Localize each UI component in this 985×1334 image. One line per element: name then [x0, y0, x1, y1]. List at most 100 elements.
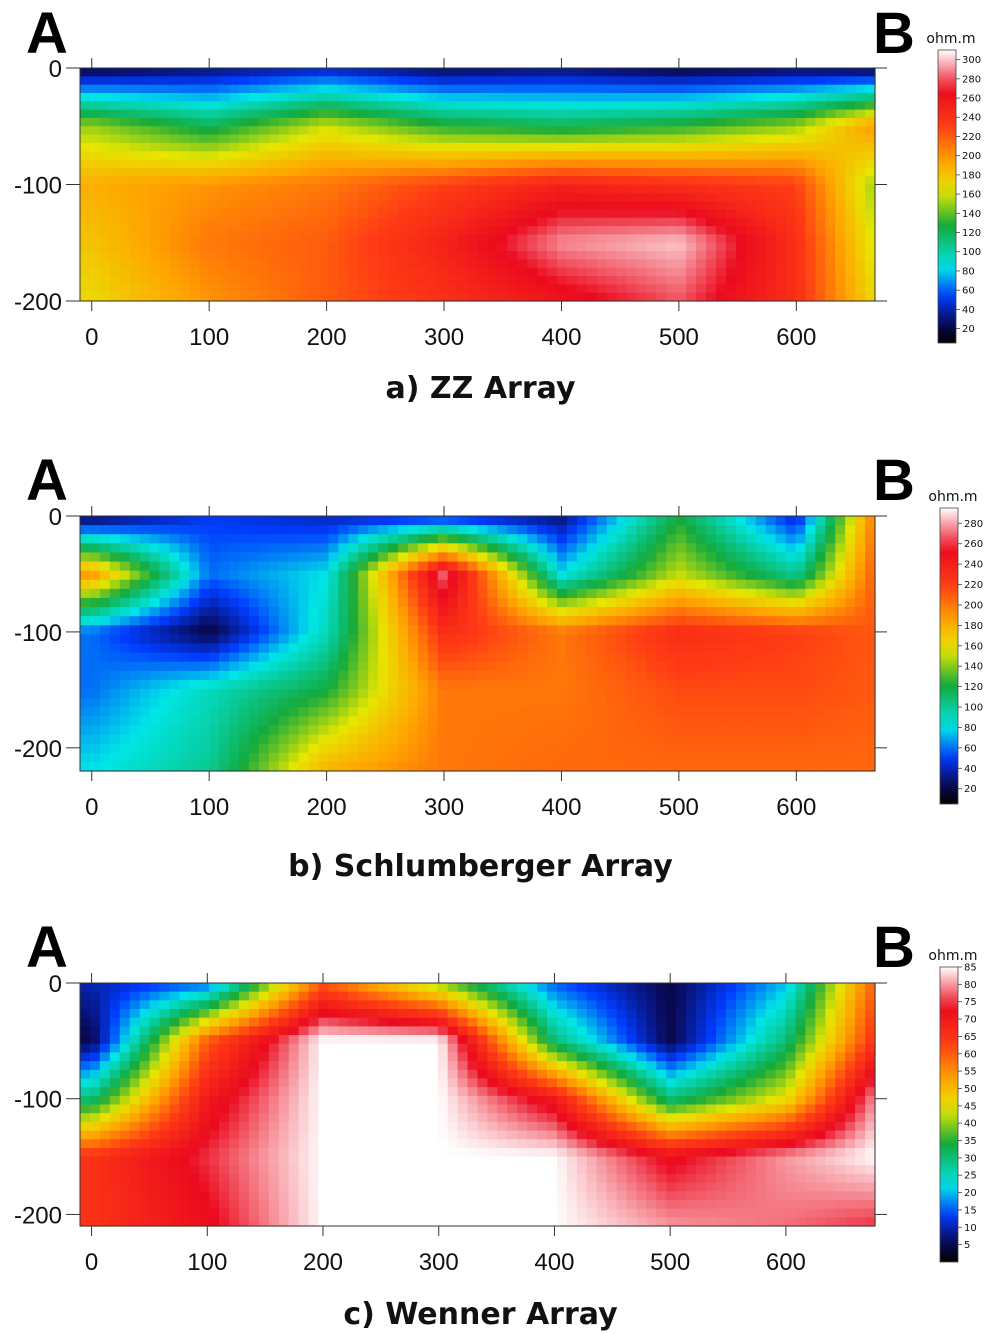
heatmap-cell — [179, 588, 190, 599]
heatmap-cell — [765, 209, 777, 219]
heatmap-cell — [735, 743, 747, 754]
heatmap-cell — [735, 126, 747, 136]
heatmap-cell — [477, 151, 489, 161]
heatmap-cell — [805, 707, 816, 717]
heatmap-cell — [288, 725, 300, 736]
heatmap-cell — [427, 743, 439, 754]
heatmap-cell — [278, 134, 290, 144]
heatmap-cell — [398, 226, 409, 236]
heatmap-cell — [89, 292, 101, 302]
heatmap-cell — [398, 689, 409, 699]
heatmap-cell — [119, 284, 131, 294]
heatmap-cell — [179, 101, 190, 111]
heatmap-cell — [805, 643, 816, 654]
heatmap-cell — [825, 292, 836, 302]
heatmap-cell — [129, 679, 141, 690]
heatmap-cell — [80, 142, 91, 152]
heatmap-cell — [348, 92, 359, 102]
heatmap-cell — [815, 242, 826, 252]
heatmap-cell — [298, 752, 310, 763]
heatmap-cell — [109, 543, 121, 554]
heatmap-cell — [219, 151, 230, 161]
heatmap-cell — [716, 525, 727, 535]
heatmap-cell — [209, 142, 220, 152]
heatmap-cell — [398, 134, 409, 144]
heatmap-cell — [527, 234, 538, 244]
heatmap-cell — [109, 184, 121, 194]
heatmap-cell — [199, 259, 210, 269]
heatmap-cell — [785, 552, 797, 563]
heatmap-cell — [447, 661, 459, 672]
heatmap-cell — [825, 679, 836, 690]
heatmap-cell — [189, 534, 200, 544]
heatmap-cell — [437, 561, 449, 572]
heatmap-cell — [239, 267, 250, 277]
heatmap-cell — [189, 1035, 200, 1045]
heatmap-cell — [835, 201, 846, 211]
heatmap-cell — [537, 201, 548, 211]
heatmap-cell — [119, 68, 131, 77]
heatmap-cell — [586, 176, 598, 186]
heatmap-cell — [318, 543, 330, 554]
heatmap-cell — [457, 625, 469, 635]
heatmap-cell — [229, 117, 240, 127]
heatmap-cell — [348, 561, 359, 572]
heatmap-cell — [805, 251, 816, 260]
plot-frame — [79, 515, 876, 772]
heatmap-cell — [596, 634, 608, 645]
colorbar-tick-label: 20 — [962, 324, 975, 335]
heatmap-cell — [636, 534, 648, 544]
heatmap-cell — [805, 259, 816, 269]
heatmap-cell — [99, 134, 111, 144]
heatmap-cell — [129, 597, 141, 608]
heatmap-cell — [586, 217, 598, 227]
heatmap-cell — [129, 616, 141, 626]
heatmap-cell — [109, 1061, 121, 1071]
heatmap-cell — [835, 84, 846, 94]
heatmap-cell — [755, 76, 767, 86]
heatmap-cell — [368, 588, 379, 599]
heatmap-cell — [566, 698, 578, 708]
heatmap-cell — [119, 1035, 131, 1045]
heatmap-cell — [278, 167, 290, 177]
heatmap-cell — [616, 159, 628, 169]
heatmap-cell — [268, 209, 280, 219]
heatmap-cell — [636, 570, 648, 581]
heatmap-cell — [835, 226, 846, 236]
heatmap-cell — [815, 616, 826, 626]
heatmap-cell — [716, 92, 727, 102]
heatmap-cell — [725, 698, 737, 708]
heatmap-cell — [666, 276, 677, 285]
heatmap-cell — [507, 752, 518, 763]
heatmap-cell — [248, 597, 260, 608]
heatmap-cell — [487, 561, 498, 572]
heatmap-cell — [467, 92, 479, 102]
heatmap-cell — [447, 670, 459, 681]
heatmap-cell — [199, 570, 210, 581]
heatmap-cell — [119, 991, 131, 1001]
heatmap-cell — [636, 652, 648, 663]
heatmap-cell — [129, 1191, 141, 1201]
heatmap-cell — [288, 561, 300, 572]
heatmap-cell — [338, 752, 349, 763]
heatmap-cell — [437, 109, 449, 119]
heatmap-cell — [258, 159, 270, 169]
heatmap-cell — [775, 689, 787, 699]
heatmap-cell — [785, 201, 797, 211]
heatmap-cell — [278, 259, 290, 269]
heatmap-cell — [288, 251, 300, 260]
heatmap-cell — [497, 707, 508, 717]
heatmap-cell — [477, 192, 489, 202]
heatmap-cell — [288, 126, 300, 136]
heatmap-cell — [537, 92, 548, 102]
heatmap-cell — [258, 734, 270, 745]
heatmap-cell — [636, 561, 648, 572]
heatmap-cell — [169, 734, 180, 745]
heatmap-cell — [557, 534, 568, 544]
heatmap-cell — [507, 679, 518, 690]
heatmap-cell — [159, 679, 171, 690]
heatmap-cell — [179, 1199, 190, 1210]
heatmap-cell — [815, 725, 826, 736]
heatmap-cell — [785, 184, 797, 194]
heatmap-cell — [676, 643, 687, 654]
